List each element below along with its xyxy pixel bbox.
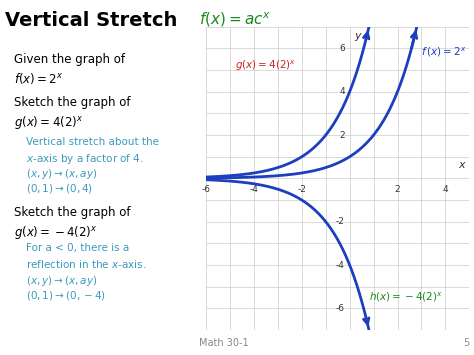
Text: 4: 4: [339, 87, 345, 96]
Text: -2: -2: [297, 185, 306, 194]
Text: -6: -6: [202, 185, 210, 194]
Text: -4: -4: [336, 261, 345, 269]
Text: 5: 5: [463, 338, 469, 348]
Text: $x$-axis by a factor of 4.: $x$-axis by a factor of 4.: [26, 152, 144, 166]
Text: -2: -2: [336, 217, 345, 226]
Text: reflection in the $x$-axis.: reflection in the $x$-axis.: [26, 258, 146, 271]
Text: $(0, 1) \rightarrow (0, -4)$: $(0, 1) \rightarrow (0, -4)$: [26, 289, 106, 302]
Text: Sketch the graph of: Sketch the graph of: [14, 206, 131, 219]
Text: Given the graph of: Given the graph of: [14, 53, 125, 66]
Text: $\mathit{f(x) = ac^x}$: $\mathit{f(x) = ac^x}$: [199, 11, 271, 29]
Text: Vertical stretch about the: Vertical stretch about the: [26, 137, 159, 147]
Text: $(x, y) \rightarrow (x, ay)$: $(x, y) \rightarrow (x, ay)$: [26, 167, 98, 181]
Text: 6: 6: [339, 44, 345, 53]
Text: $f(x) = 2^x$: $f(x) = 2^x$: [14, 71, 64, 86]
Text: Math 30-1: Math 30-1: [199, 338, 249, 348]
Text: 2: 2: [339, 131, 345, 140]
Text: $y$: $y$: [355, 31, 364, 43]
Text: $g(x) = 4(2)^x$: $g(x) = 4(2)^x$: [14, 114, 83, 131]
Text: $(x, y) \rightarrow (x, ay)$: $(x, y) \rightarrow (x, ay)$: [26, 274, 98, 288]
Text: Sketch the graph of: Sketch the graph of: [14, 96, 131, 109]
Text: $g(x) = -4(2)^x$: $g(x) = -4(2)^x$: [14, 224, 98, 241]
Text: $g(x) = 4(2)^x$: $g(x) = 4(2)^x$: [235, 59, 296, 73]
Text: 4: 4: [443, 185, 448, 194]
Text: $(0, 1) \rightarrow (0, 4)$: $(0, 1) \rightarrow (0, 4)$: [26, 182, 93, 196]
Text: 2: 2: [395, 185, 401, 194]
Text: $x$: $x$: [458, 160, 467, 170]
Text: Vertical Stretch: Vertical Stretch: [5, 11, 177, 30]
Text: For a < 0, there is a: For a < 0, there is a: [26, 243, 129, 253]
Text: $f\,(x) = 2^x$: $f\,(x) = 2^x$: [421, 46, 467, 59]
Text: -6: -6: [336, 304, 345, 313]
Text: $h(x) = -4(2)^x$: $h(x) = -4(2)^x$: [369, 291, 443, 304]
Text: -4: -4: [250, 185, 258, 194]
